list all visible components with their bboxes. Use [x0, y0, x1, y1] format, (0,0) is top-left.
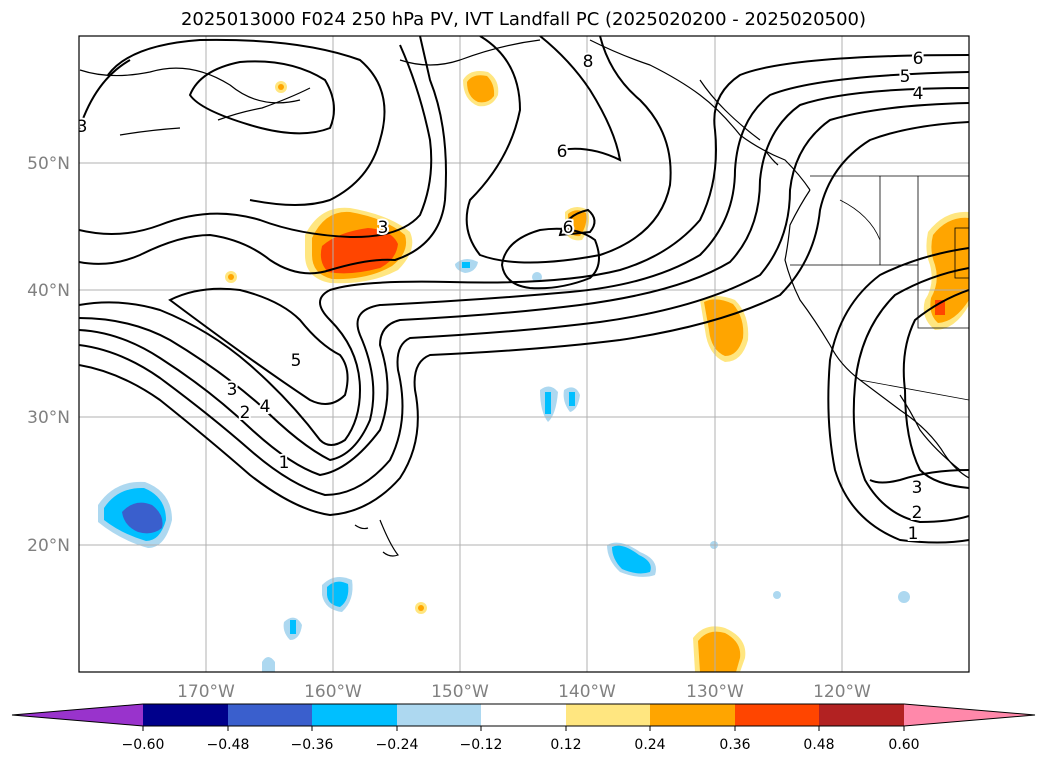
colorbar-tick-label: −0.12 — [460, 737, 503, 753]
colorbar-tick-label: −0.60 — [122, 737, 165, 753]
contour-label: 2 — [240, 403, 251, 423]
contour-label: 4 — [260, 397, 271, 417]
contour-label: 6 — [563, 218, 574, 238]
contour-label: 6 — [557, 142, 568, 162]
colorbar-tick-label: −0.24 — [376, 737, 419, 753]
lon-label: 120°W — [813, 682, 871, 702]
colorbar-segment — [397, 704, 481, 726]
lat-label: 20°N — [27, 536, 70, 556]
chart-title: 2025013000 F024 250 hPa PV, IVT Landfall… — [180, 9, 867, 30]
negative-anomaly-blob — [607, 542, 656, 577]
contour-label: 3 — [378, 218, 389, 238]
colorbar-extend-min — [12, 704, 143, 726]
colorbar-segment — [143, 704, 228, 726]
latitude-labels: 50°N 40°N 30°N 20°N — [27, 154, 70, 556]
negative-anomaly-blob — [322, 576, 353, 612]
lat-label: 30°N — [27, 408, 70, 428]
contour-label: 6 — [913, 49, 924, 69]
colorbar-tick-label: −0.36 — [291, 737, 334, 753]
contour-label: 1 — [908, 524, 919, 544]
colorbar-tick-label: 0.60 — [888, 737, 919, 753]
coastlines — [79, 39, 969, 557]
contour-label: 1 — [279, 453, 290, 473]
contour-labels: 3 8 6 5 4 6 3 6 5 4 3 2 1 3 2 1 — [77, 47, 925, 546]
lat-label: 50°N — [27, 154, 70, 174]
positive-anomaly-blob — [305, 207, 413, 284]
lat-label: 40°N — [27, 281, 70, 301]
lon-label: 160°W — [304, 682, 362, 702]
contour-label: 8 — [583, 52, 594, 72]
contour-label: 5 — [900, 67, 911, 87]
colorbar-ticks — [142, 726, 905, 731]
contour-label: 4 — [913, 84, 924, 104]
colorbar: −0.60 −0.48 −0.36 −0.24 −0.12 0.12 0.24 … — [11, 703, 1036, 753]
colorbar-segment — [228, 704, 312, 726]
contour-label: 3 — [912, 478, 923, 498]
colorbar-segment — [566, 704, 650, 726]
map-background — [79, 36, 969, 672]
colorbar-extend-max — [904, 704, 1035, 726]
longitude-labels: 170°W 160°W 150°W 140°W 130°W 120°W — [177, 682, 871, 702]
contour-label: 3 — [227, 380, 238, 400]
colorbar-segment — [481, 704, 566, 726]
contour-label: 3 — [77, 117, 88, 137]
colorbar-segment — [650, 704, 735, 726]
lon-label: 170°W — [177, 682, 235, 702]
pv-contours — [79, 36, 969, 544]
positive-anomaly-blob — [923, 211, 969, 330]
colorbar-segment — [735, 704, 819, 726]
positive-anomaly-blob — [463, 71, 499, 107]
lon-label: 130°W — [686, 682, 744, 702]
colorbar-segment — [312, 704, 397, 726]
colorbar-tick-label: 0.36 — [719, 737, 750, 753]
colorbar-segment — [819, 704, 904, 726]
lon-label: 150°W — [431, 682, 489, 702]
positive-anomaly-blob — [693, 626, 746, 672]
negative-anomaly-blob — [98, 481, 172, 548]
colorbar-tick-label: −0.48 — [207, 737, 250, 753]
map-frame — [78, 35, 970, 673]
colorbar-tick-label: 0.12 — [550, 737, 581, 753]
lon-label: 140°W — [558, 682, 616, 702]
colorbar-tick-label: 0.24 — [634, 737, 665, 753]
colorbar-tick-label: 0.48 — [803, 737, 834, 753]
political-borders — [790, 175, 969, 401]
contour-label: 2 — [912, 503, 923, 523]
shading-layer — [98, 71, 969, 672]
contour-label: 5 — [291, 351, 302, 371]
